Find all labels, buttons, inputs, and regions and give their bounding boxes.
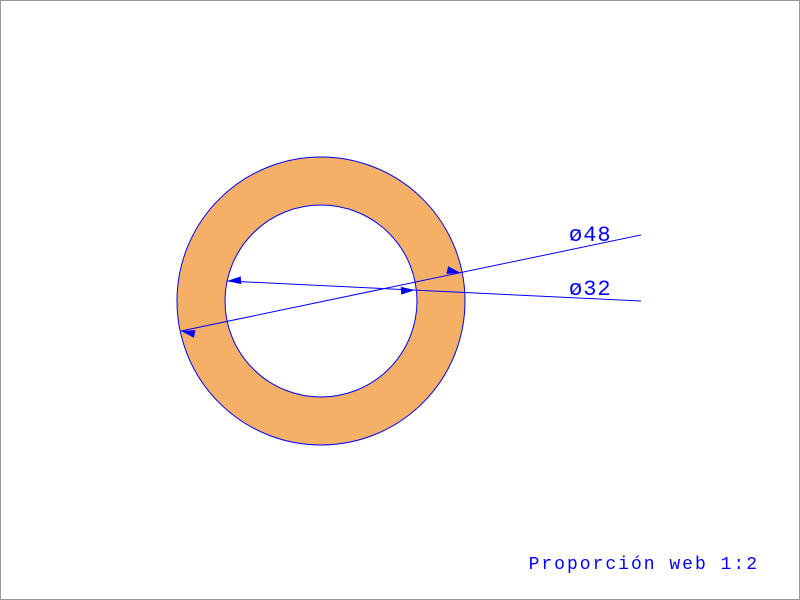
diagram-svg <box>1 1 800 600</box>
footer-label: Proporción web 1:2 <box>529 555 759 575</box>
dimension-outer-label: ø48 <box>569 223 612 248</box>
dimension-inner-label: ø32 <box>569 277 612 302</box>
ring-outer <box>177 157 465 445</box>
diagram-container: { "ring": { "type": "annulus", "cx": 320… <box>0 0 800 600</box>
